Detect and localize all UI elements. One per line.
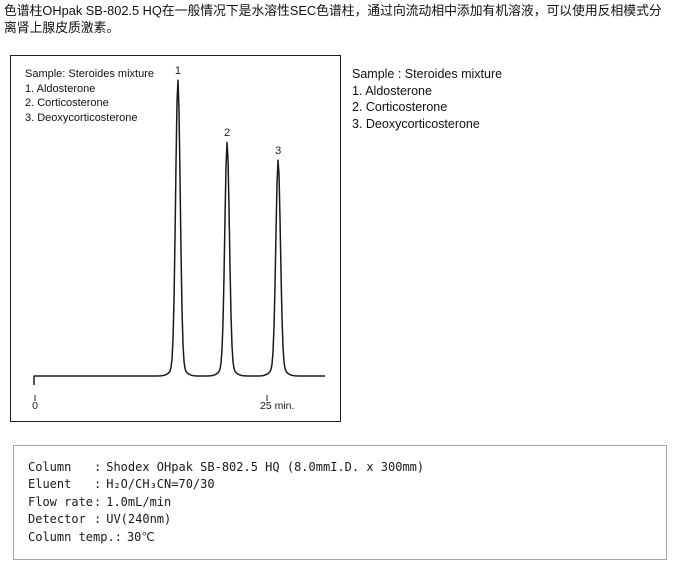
condition-row-column-temp: Column temp.: 30℃ — [28, 529, 666, 546]
condition-value: 1.0mL/min — [106, 494, 172, 509]
x-axis-tick-label: 0 — [32, 400, 38, 412]
condition-value: Shodex OHpak SB-802.5 HQ (8.0mmI.D. x 30… — [106, 460, 425, 474]
sample-legend: Sample : Steroides mixture 1. Aldosteron… — [352, 66, 502, 132]
sample-legend-item: 1. Aldosterone — [352, 83, 432, 98]
chart-legend-item: 3. Deoxycorticosterone — [25, 111, 138, 124]
sample-legend-item: 3. Deoxycorticosterone — [352, 116, 480, 131]
condition-colon: : — [114, 529, 122, 544]
chart-legend-title: Sample: Steroides mixture — [25, 68, 154, 80]
condition-value: UV(240nm) — [106, 512, 172, 527]
peak-label: 1 — [175, 65, 181, 77]
condition-label: Column temp. — [28, 529, 115, 544]
condition-label: Flow rate — [28, 494, 94, 509]
chart-legend: Sample: Steroides mixture 1. Aldosterone… — [25, 67, 154, 125]
condition-label: Eluent — [28, 477, 72, 492]
condition-row-detector: Detector: UV(240nm) — [28, 511, 666, 528]
condition-value: H₂O/CH₃CN=70/30 — [106, 477, 215, 492]
x-axis-tick-label: 25 min. — [260, 400, 294, 412]
condition-value: 30℃ — [126, 529, 155, 544]
chromatogram-svg: 1 2 3 0 25 min. — [32, 65, 325, 412]
sample-legend-title: Sample : Steroides mixture — [352, 67, 503, 81]
chart-legend-item: 1. Aldosterone — [25, 82, 96, 95]
condition-colon: : — [94, 477, 102, 492]
condition-colon: : — [94, 494, 102, 509]
condition-row-eluent: Eluent: H₂O/CH₃CN=70/30 — [28, 476, 666, 493]
condition-colon: : — [94, 512, 102, 527]
peak-label: 3 — [275, 145, 281, 157]
intro-text: 色谱柱OHpak SB-802.5 HQ在一般情况下是水溶性SEC色谱柱，通过向… — [4, 3, 662, 35]
chart-legend-item: 2. Corticosterone — [25, 97, 109, 109]
sample-legend-item: 2. Corticosterone — [352, 100, 448, 114]
chromatogram-trace — [33, 79, 325, 385]
conditions-panel: Column: Shodex OHpak SB-802.5 HQ (8.0mmI.… — [13, 445, 667, 560]
condition-colon: : — [94, 460, 102, 474]
condition-row-column: Column: Shodex OHpak SB-802.5 HQ (8.0mmI.… — [28, 459, 666, 476]
condition-label: Column — [28, 460, 72, 474]
condition-row-flow-rate: Flow rate: 1.0mL/min — [28, 494, 666, 511]
peak-label: 2 — [224, 127, 230, 139]
chromatogram-panel: Sample: Steroides mixture 1. Aldosterone… — [10, 55, 341, 422]
condition-label: Detector — [28, 512, 86, 527]
